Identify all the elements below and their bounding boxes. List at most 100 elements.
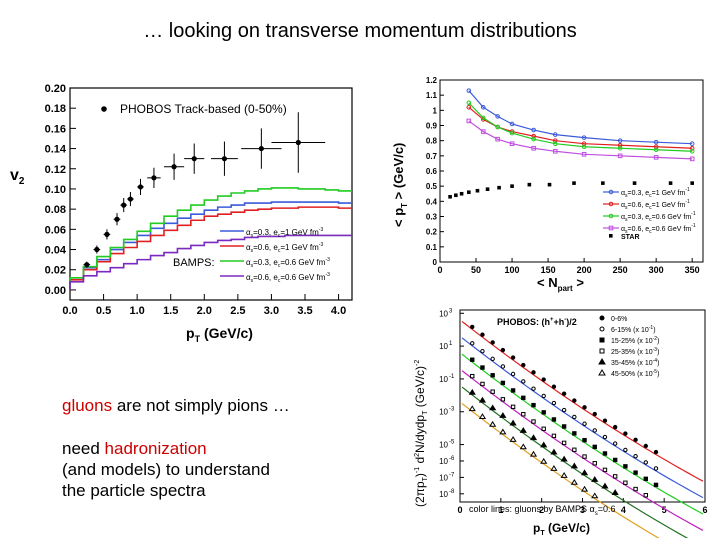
spectra-data-point-3 [653, 482, 659, 488]
v2-plot-frame [69, 87, 353, 301]
spectra-data-point-5 [570, 462, 578, 469]
mean-pt-y-axis-label: < pT > (GeV/c) [391, 143, 409, 227]
hadronization-line-1: need hadronization [62, 439, 207, 458]
mean-pt-y-tick-label: 0.2 [426, 228, 438, 237]
mean-pt-series-2-point [552, 138, 558, 143]
mean-pt-series-4-point [581, 152, 587, 157]
mean-pt-legend-marker [608, 213, 614, 219]
spectra-data-point-3 [510, 388, 516, 393]
star-data-point [668, 181, 673, 185]
spectra-x-tick-label: 1 [498, 505, 503, 515]
spectra-data-point-1 [480, 332, 485, 337]
mean-pt-legend-marker [608, 201, 614, 207]
spectra-data-point-6 [499, 428, 507, 435]
spectra-data-point-1 [602, 418, 608, 423]
spectra-data-point-4 [633, 486, 638, 492]
spectra-data-point-4 [490, 389, 495, 394]
spectra-data-point-4 [602, 467, 608, 473]
spectra-data-point-5 [601, 482, 609, 489]
spectra-data-point-1 [551, 384, 557, 389]
spectra-data-point-1 [653, 449, 659, 455]
mean-pt-series-3-point [509, 130, 515, 136]
spectra-legend-marker [599, 348, 605, 354]
spectra-y-tick-label: 10 [439, 375, 448, 384]
mean-pt-series-4-point [689, 156, 695, 162]
spectra-data-point-2 [490, 356, 495, 362]
mean-pt-x-tick-label: 100 [505, 265, 520, 275]
mean-pt-legend-label: αs=0.3, ec=0.6 GeV fm-1 [621, 211, 696, 223]
spectra-data-point-1 [521, 362, 526, 368]
spectra-chart-svg: 0 1 2 3 4 5 610 310 110 -110 -310 -510 -610 -710 -8 (2… [413, 308, 708, 543]
mean-pt-series-1-point [480, 105, 486, 110]
mean-pt-series-3-point [617, 145, 623, 151]
mean-pt-series-1-point [617, 138, 623, 143]
spectra-data-point-3 [470, 357, 475, 362]
star-data-point [527, 182, 532, 187]
mean-pt-x-tick-label: 250 [613, 265, 628, 275]
mean-pt-series-4-point [466, 118, 472, 124]
spectra-data-point-4 [582, 454, 587, 459]
spectra-data-point-6 [529, 450, 538, 457]
mean-pt-x-tick-label: 350 [685, 265, 700, 275]
v2-x-tick-label: 1.0 [129, 305, 144, 317]
v2-y-tick-label: 0.20 [45, 83, 66, 95]
spectra-footer: color lines: gluons by BAMPS αs=0.6 [469, 504, 616, 517]
v2-data-point [127, 196, 134, 202]
mean-pt-series-2-point [531, 133, 536, 139]
spectra-y-tick-label: 10 [439, 457, 448, 466]
v2-y-tick-label: 0.00 [45, 285, 66, 297]
mean-pt-series-4-point [617, 153, 623, 159]
mean-pt-legend-marker [608, 225, 614, 231]
spectra-data-point-2 [572, 414, 577, 420]
spectra-data-point-1 [582, 405, 587, 410]
spectra-data-point-5 [611, 489, 619, 495]
spectra-data-point-5 [499, 412, 507, 418]
spectra-data-point-6 [519, 443, 527, 450]
mean-pt-y-tick-label: 0.7 [426, 152, 438, 161]
spectra-data-point-2 [602, 434, 608, 440]
spectra-data-point-5 [550, 448, 558, 455]
spectra-data-point-6 [550, 465, 558, 471]
spectra-data-point-4 [612, 474, 618, 479]
v2-x-tick-label: 3.5 [297, 305, 312, 317]
spectra-data-point-6 [570, 478, 578, 485]
spectra-data-point-1 [612, 424, 618, 430]
spectra-x-tick-label: 2 [539, 505, 544, 515]
spectra-data-point-1 [531, 370, 536, 375]
spectra-y-tick-exponent: 1 [449, 341, 453, 347]
v2-data-point [137, 184, 144, 190]
mean-pt-series-4-point [480, 129, 486, 134]
mean-pt-chart: 0 50 100 150 200 250 300 350 0 0.1 0.2 0.3 0.4 0.5 0.6… [385, 72, 715, 297]
v2-y-tick-label: 0.16 [45, 123, 66, 135]
v2-data-point [171, 164, 177, 170]
spectra-data-point-3 [623, 464, 628, 469]
spectra-y-tick-label: 10 [439, 490, 448, 499]
spectra-legend-label: 45-50% (x 10-5) [611, 369, 659, 378]
v2-data-point [258, 145, 264, 152]
spectra-x-tick-label: 3 [580, 505, 585, 515]
star-data-point [497, 185, 501, 190]
spectra-data-point-1 [510, 355, 516, 360]
mean-pt-y-tick-label: 0.1 [426, 243, 438, 252]
spectra-data-point-1 [633, 437, 638, 443]
star-data-point [510, 184, 514, 188]
spectra-y-axis-label: (2πpT)-1 d2N/dydpT (GeV/c)-2 [413, 360, 429, 507]
spectra-data-point-3 [521, 395, 526, 401]
spectra-data-point-3 [500, 380, 506, 386]
mean-pt-series-3-point [552, 141, 558, 146]
spectra-data-point-2 [582, 421, 587, 426]
spectra-legend-marker [598, 358, 606, 365]
spectra-legend-marker [598, 369, 606, 376]
star-legend-marker [609, 234, 613, 238]
spectra-legend-marker [599, 326, 605, 332]
spectra-legend-label: 0-6% [611, 316, 627, 323]
mean-pt-series-4-line [468, 120, 693, 160]
v2-chart-svg: 0.0 0.5 1.0 1.5 2.0 2.5 3.0 3.5 4.0 0.00 0.02 0.04 0… [10, 83, 353, 344]
spectra-data-point-5 [560, 455, 568, 462]
spectra-data-point-5 [509, 419, 517, 426]
hadronization-line-2: (and models) to understand [62, 460, 270, 479]
v2-chart: 0.0 0.5 1.0 1.5 2.0 2.5 3.0 3.5 4.0 0.00 0.02 0.04 0… [0, 70, 370, 350]
mean-pt-plot-frame [439, 79, 704, 263]
spectra-data-point-4 [510, 404, 516, 410]
v2-data-point [191, 156, 197, 162]
